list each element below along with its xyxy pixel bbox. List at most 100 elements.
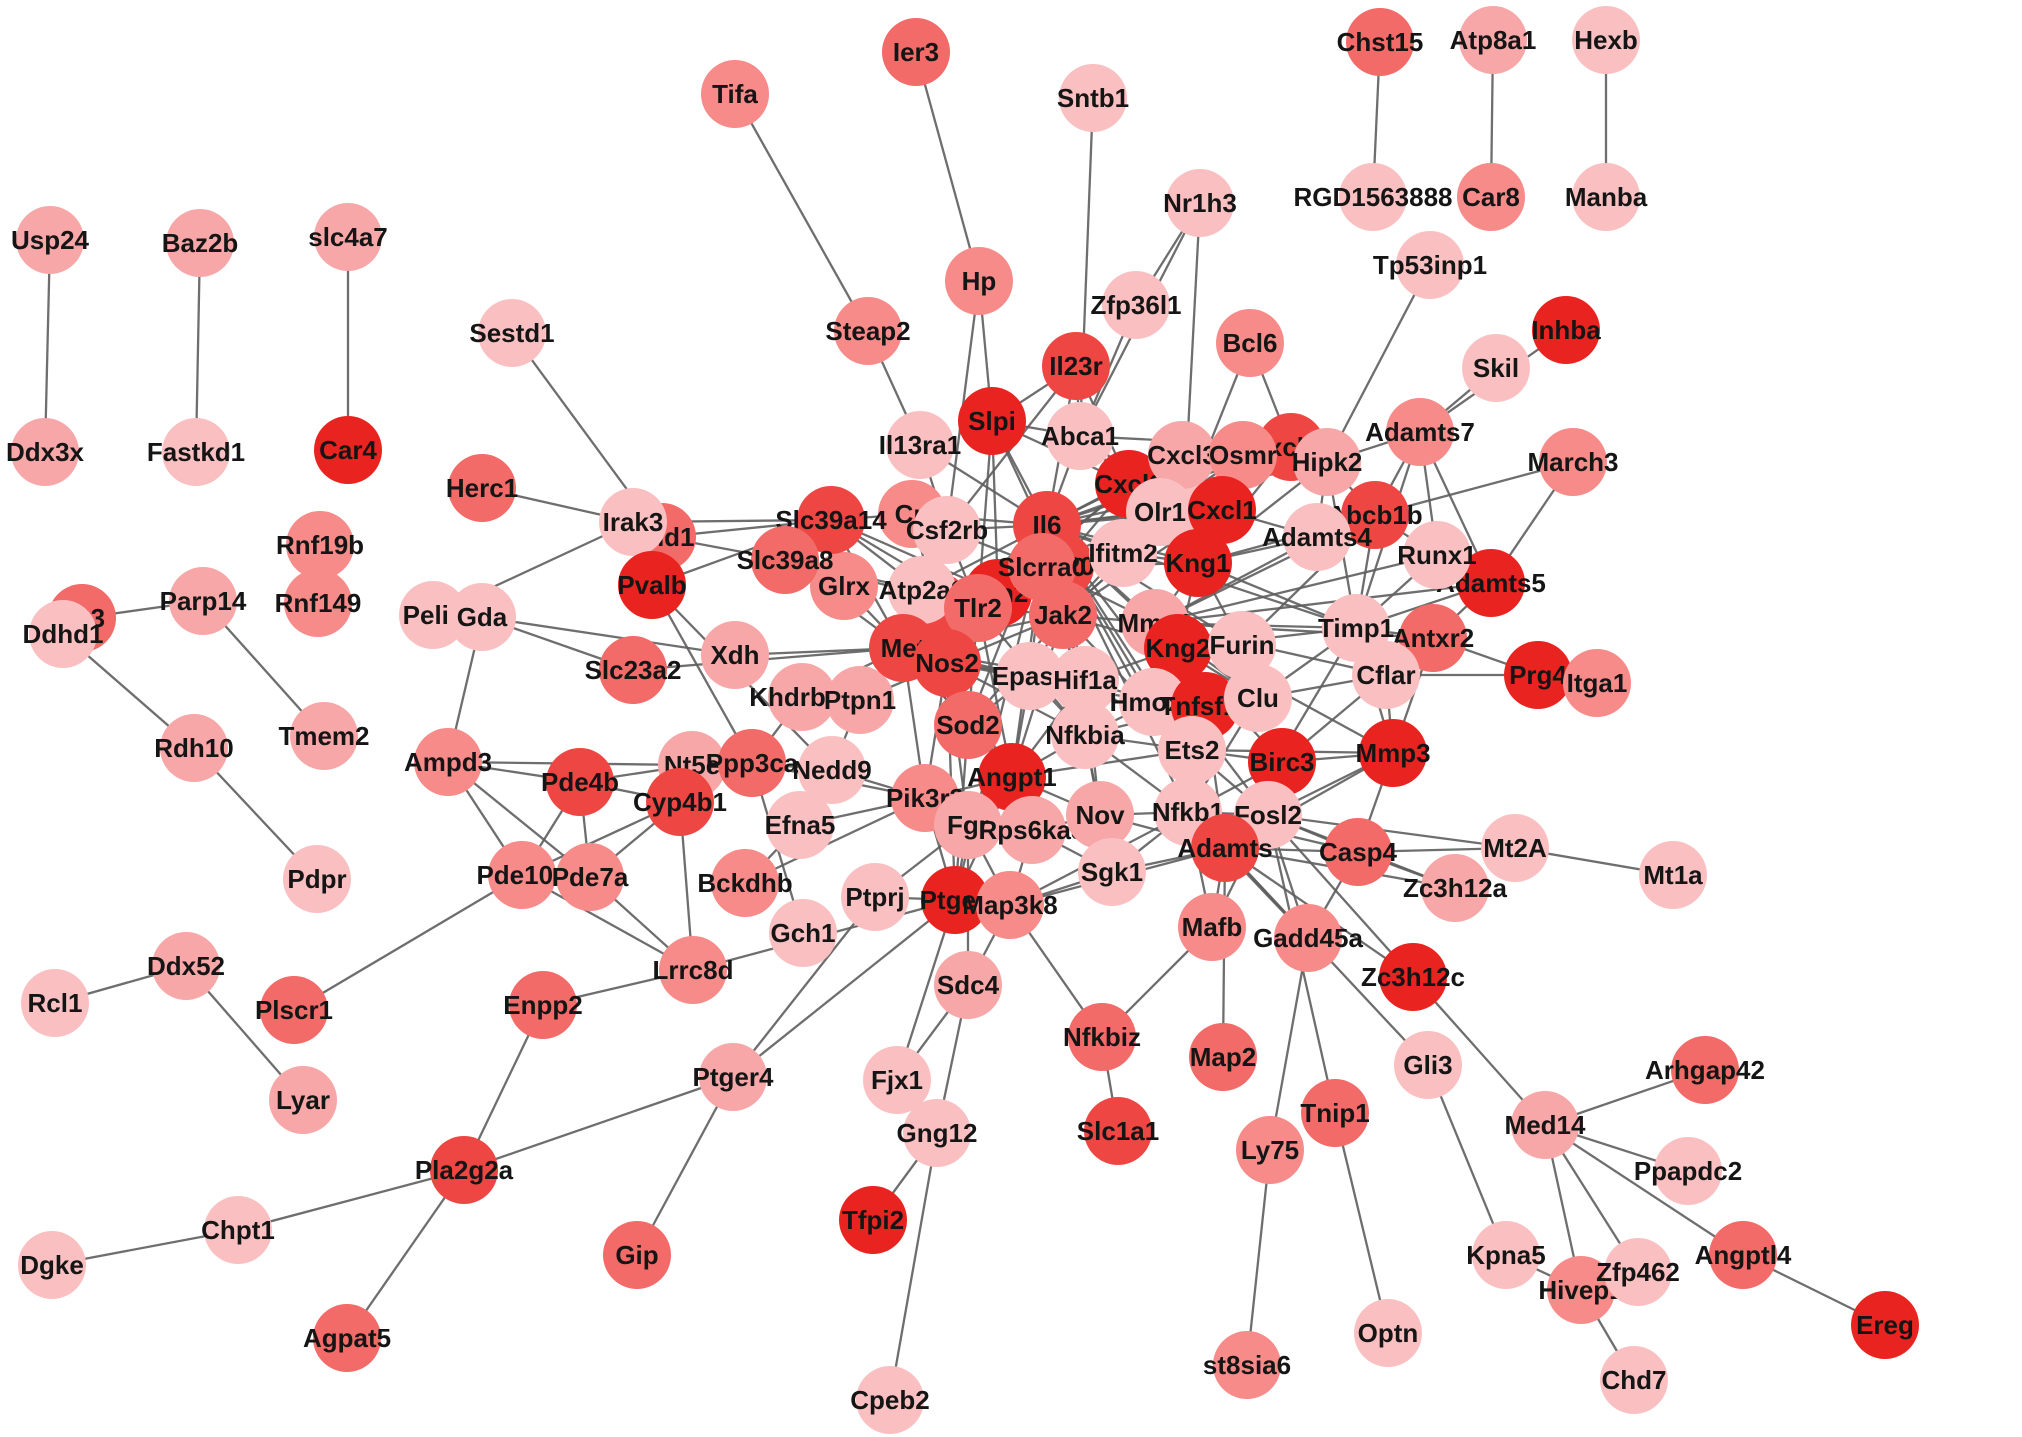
gene-node-Prg4: Prg4 (1504, 641, 1572, 709)
gene-circle-Mafb (1178, 893, 1246, 961)
gene-node-Mt1a: Mt1a (1639, 841, 1707, 909)
gene-circle-Pla2g2a (430, 1136, 498, 1204)
gene-node-Irak3: Irak3 (599, 488, 667, 556)
gene-node-Plscr1: Plscr1 (255, 976, 333, 1044)
edge-Pla2g2a-Ptger4 (463, 1075, 734, 1172)
gene-circle-Zfp462 (1604, 1238, 1672, 1306)
gene-node-Jak2: Jak2 (1029, 581, 1097, 649)
gene-node-Mt2A: Mt2A (1481, 814, 1549, 882)
gene-circle-Agpat5 (313, 1304, 381, 1372)
gene-circle-Baz2b (166, 209, 234, 277)
gene-circle-Rnf19b (286, 511, 354, 579)
gene-node-Itga1: Itga1 (1563, 649, 1631, 717)
gene-node-Tp53inp1: Tp53inp1 (1373, 231, 1487, 299)
gene-node-Ets2: Ets2 (1158, 716, 1226, 784)
gene-circle-Epas1 (996, 642, 1064, 710)
gene-circle-Ampd3 (414, 728, 482, 796)
gene-circle-Itga1 (1563, 649, 1631, 717)
gene-circle-Nos2 (913, 629, 981, 697)
edge-Plscr1-Pde10a (293, 874, 523, 1011)
gene-node-Map2: Map2 (1189, 1023, 1257, 1091)
edge-Fosl2-Mt2A (1267, 813, 1516, 850)
gene-circle-Furin (1208, 611, 1276, 679)
gene-circle-Antxr2 (1399, 604, 1467, 672)
gene-circle-Rps6ka3 (998, 796, 1066, 864)
gene-circle-March3 (1539, 428, 1607, 496)
gene-node-Rnf19b: Rnf19b (276, 511, 364, 579)
gene-node-Gda: Gda (448, 583, 516, 651)
gene-circle-Slpi (958, 387, 1026, 455)
gene-circle-Lrrc8d (659, 936, 727, 1004)
gene-circle-Ly75 (1236, 1116, 1304, 1184)
gene-circle-Plscr1 (260, 976, 328, 1044)
gene-node-Pde4b: Pde4b (541, 748, 619, 816)
gene-circle-Map2 (1189, 1023, 1257, 1091)
gene-circle-Sgk1 (1078, 838, 1146, 906)
gene-node-Mafb: Mafb (1178, 893, 1246, 961)
gene-circle-Tmem2 (290, 702, 358, 770)
gene-circle-Prg4 (1504, 641, 1572, 709)
gene-circle-Optn (1354, 1299, 1422, 1367)
gene-circle-Nfkbiz (1068, 1003, 1136, 1071)
gene-node-Ptprj: Ptprj (841, 863, 909, 931)
edge-Pla2g2a-Agpat5 (346, 1169, 465, 1339)
gene-circle-Tnip1 (1301, 1079, 1369, 1147)
gene-node-Fgr: Fgr (934, 791, 1002, 859)
gene-node-Chst15: Chst15 (1337, 8, 1423, 76)
gene-circle-Mt1a (1639, 841, 1707, 909)
gene-circle-Inhba (1532, 296, 1600, 364)
gene-node-Slpi: Slpi (958, 387, 1026, 455)
gene-node-Usp24: Usp24 (11, 206, 90, 274)
edge-Ptger4-Ptges (732, 899, 956, 1078)
gene-circle-Steap2 (834, 297, 902, 365)
gene-node-Baz2b: Baz2b (162, 209, 238, 277)
gene-circle-Rcl1 (21, 969, 89, 1037)
gene-circle-Jak2 (1029, 581, 1097, 649)
gene-circle-Zc3h12a (1421, 854, 1489, 922)
gene-node-Cflar: Cflar (1352, 641, 1420, 709)
gene-circle-Tlr2 (944, 574, 1012, 642)
gene-node-Pdpr: Pdpr (283, 845, 351, 913)
edge-Baz2b-Fastkd1 (194, 242, 202, 453)
gene-circle-Gch1 (769, 899, 837, 967)
gene-node-Rcl1: Rcl1 (21, 969, 89, 1037)
gene-circle-Birc3 (1248, 728, 1316, 796)
gene-node-Lyar: Lyar (269, 1066, 337, 1134)
edge-Usp24-Ddx3x (43, 239, 52, 453)
gene-circle-Abca1 (1046, 402, 1114, 470)
gene-circle-Ptges (921, 866, 989, 934)
gene-circle-Il13ra1 (886, 411, 954, 479)
gene-node-Ddx3x: Ddx3x (6, 418, 85, 486)
edge-Ly75-st8sia6 (1245, 1149, 1272, 1366)
gene-node-Agpat5: Agpat5 (303, 1304, 391, 1372)
gene-circle-st8sia6 (1213, 1331, 1281, 1399)
gene-circle-Nr1h3 (1166, 169, 1234, 237)
edge-Gng12-Cpeb2 (888, 1132, 939, 1401)
gene-circle-Chpt1 (204, 1196, 272, 1264)
gene-circle-Pdpr (283, 845, 351, 913)
gene-circle-Gli3 (1394, 1031, 1462, 1099)
gene-circle-Irak3 (599, 488, 667, 556)
gene-circle-Il23r (1042, 332, 1110, 400)
gene-node-Nfkbia: Nfkbia (1045, 701, 1125, 769)
gene-node-March3: March3 (1527, 428, 1619, 496)
gene-node-Gch1: Gch1 (769, 899, 837, 967)
gene-node-Mmp3: Mmp3 (1355, 719, 1431, 787)
gene-node-Tnip1: Tnip1 (1300, 1079, 1370, 1147)
gene-node-Manba: Manba (1565, 163, 1648, 231)
gene-circle-Rdh10 (160, 714, 228, 782)
gene-circle-Ptprj (841, 863, 909, 931)
gene-circle-Sdc4 (934, 951, 1002, 1019)
gene-node-Tfpi2: Tfpi2 (839, 1186, 907, 1254)
gene-node-Bcl6: Bcl6 (1216, 309, 1284, 377)
gene-node-Sod2: Sod2 (934, 691, 1002, 759)
gene-node-Gip: Gip (603, 1221, 671, 1289)
gene-circle-Enpp2 (509, 971, 577, 1039)
gene-circle-Med14 (1511, 1091, 1579, 1159)
gene-circle-Zc3h12c (1379, 943, 1447, 1011)
gene-node-Cpeb2: Cpeb2 (850, 1366, 930, 1434)
gene-circle-Cflar (1352, 641, 1420, 709)
gene-node-Dgke: Dgke (18, 1231, 86, 1299)
gene-node-Hp: Hp (945, 247, 1013, 315)
gene-node-Lrrc8d: Lrrc8d (653, 936, 733, 1004)
